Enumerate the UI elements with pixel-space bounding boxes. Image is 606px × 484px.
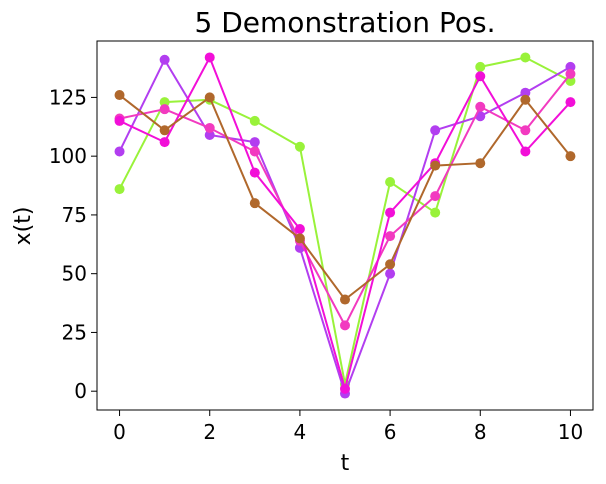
series-4-point [204, 52, 215, 63]
y-tick-label: 25 [62, 320, 87, 344]
series-3-point [385, 231, 396, 242]
chart-title: 5 Demonstration Pos. [195, 6, 496, 39]
x-tick-label: 10 [558, 420, 583, 444]
series-line-2 [118, 57, 571, 397]
series-3-point [249, 146, 260, 157]
y-tick-label: 125 [49, 85, 87, 109]
series-2-point [385, 268, 396, 279]
series-4-point [565, 97, 576, 108]
plot-frame [96, 40, 594, 411]
x-tick-label: 6 [384, 420, 397, 444]
series-5-point [340, 294, 350, 305]
series-1-point [159, 97, 170, 108]
series-1-point [475, 61, 486, 72]
series-5-point [475, 158, 486, 169]
series-5-point [520, 94, 531, 105]
series-2-point [204, 130, 215, 141]
series-1-point [520, 52, 531, 63]
series-5-point [159, 125, 170, 136]
series-3-point [159, 104, 170, 115]
series-4-point [475, 71, 486, 82]
series-2-point [565, 61, 576, 72]
series-3-point [340, 320, 350, 331]
series-3-point [520, 125, 531, 136]
x-tick-label: 8 [474, 420, 487, 444]
series-4-point [249, 167, 260, 178]
y-tick-label: 50 [62, 262, 87, 286]
series-line-4 [119, 55, 572, 393]
series-line-3 [119, 73, 572, 328]
series-3-point [565, 68, 576, 79]
series-1-point [385, 177, 396, 188]
plot-area [114, 52, 576, 399]
series-line-5 [118, 94, 572, 301]
series-2-point [114, 146, 125, 157]
series-5-point [114, 90, 125, 101]
series-5-point [204, 92, 215, 103]
series-4-point [294, 224, 305, 235]
series-3-point [475, 101, 486, 112]
series-line-1 [118, 56, 571, 385]
series-2-point [430, 125, 441, 136]
y-tick-label: 75 [62, 203, 87, 227]
series-1-point [430, 207, 441, 218]
y-tick-label: 0 [74, 379, 87, 403]
series-5-point [249, 198, 260, 209]
series-4-point [520, 146, 531, 157]
series-1-point [249, 115, 260, 126]
series-1-point [114, 184, 125, 195]
x-tick-label: 4 [294, 420, 307, 444]
series-2-point [520, 87, 531, 98]
series-2-point [159, 54, 170, 65]
series-2-point [249, 137, 260, 148]
series-3-point [204, 122, 215, 133]
series-4-point [385, 207, 396, 218]
x-axis-label: t [341, 451, 350, 476]
series-5-point [385, 259, 396, 270]
series-1-point [294, 141, 305, 152]
series-4-point [114, 115, 125, 126]
series-4-point [340, 383, 350, 394]
series-5-point [294, 233, 305, 244]
series-4-point [159, 137, 170, 148]
series-3-point [430, 191, 441, 202]
x-tick-label: 2 [203, 420, 216, 444]
series-5-point [565, 151, 576, 162]
y-tick-label: 100 [49, 144, 87, 168]
x-tick-label: 0 [113, 420, 126, 444]
y-axis-label: x(t) [11, 207, 36, 246]
series-5-point [430, 160, 441, 171]
